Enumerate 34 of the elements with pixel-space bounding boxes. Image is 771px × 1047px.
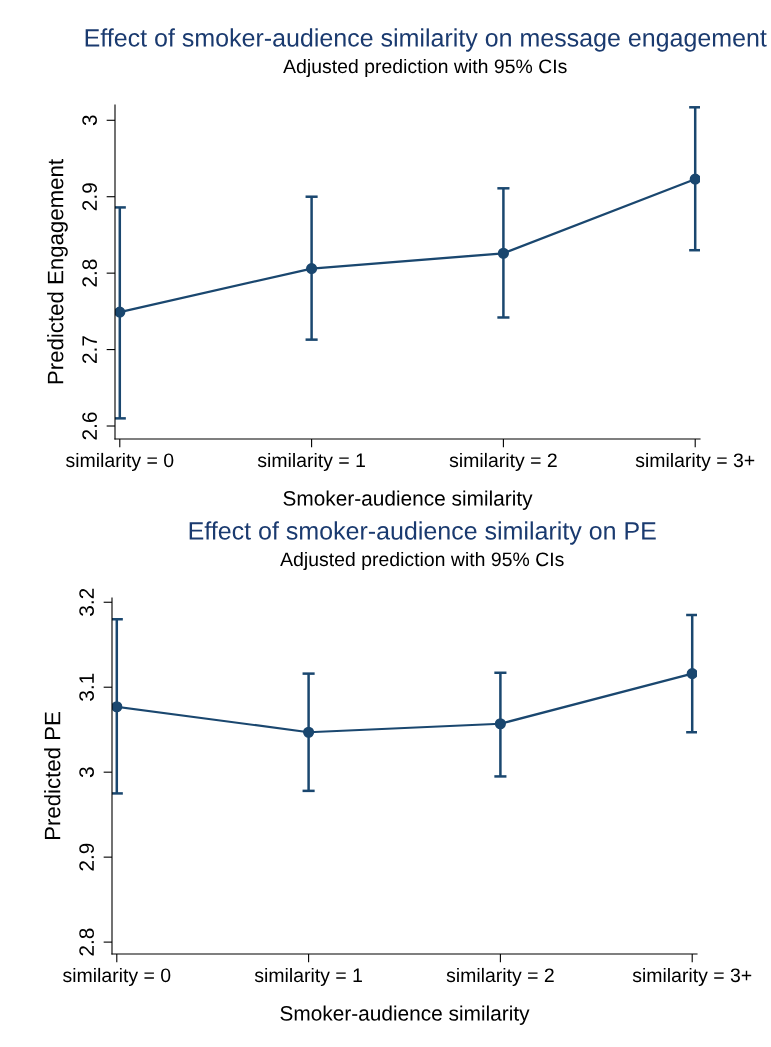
x-tick-label: similarity = 0 xyxy=(66,452,174,472)
point xyxy=(689,173,700,185)
point xyxy=(112,701,123,713)
y-tick-label: 2.8 xyxy=(79,928,94,956)
x-tick-label: similarity = 2 xyxy=(446,967,554,987)
y-tick-label: 2.8 xyxy=(82,259,97,287)
point xyxy=(115,306,126,318)
point xyxy=(303,726,315,738)
point xyxy=(497,247,509,259)
y-tick-label: 3 xyxy=(82,115,97,126)
point xyxy=(494,718,506,730)
point xyxy=(306,263,318,275)
x-tick-label: similarity = 1 xyxy=(254,967,362,987)
x-axis-title: Smoker-audience similarity xyxy=(283,490,533,510)
point xyxy=(686,668,697,680)
y-axis-title: Predicted Engagement xyxy=(47,159,68,384)
y-tick-label: 3.2 xyxy=(79,588,94,616)
chart-title: Effect of smoker-audience similarity on message engagement xyxy=(85,28,767,52)
y-tick-label: 2.6 xyxy=(82,412,97,440)
chart-subtitle: Adjusted prediction with 95% CIs xyxy=(280,551,564,571)
y-tick-label: 3.1 xyxy=(79,673,94,701)
x-tick-label: similarity = 3+ xyxy=(632,967,752,987)
x-tick-label: similarity = 0 xyxy=(63,967,171,987)
y-tick-label: 2.7 xyxy=(82,336,97,364)
x-tick-label: similarity = 3+ xyxy=(635,452,755,472)
x-tick-label: similarity = 2 xyxy=(449,452,557,472)
y-axis-title: Predicted PE xyxy=(44,712,61,840)
y-tick-label: 2.9 xyxy=(79,843,94,871)
chart-subtitle: Adjusted prediction with 95% CIs xyxy=(283,58,567,78)
x-axis-title: Smoker-audience similarity xyxy=(280,1005,530,1025)
chart-title: Effect of smoker-audience similarity on PE xyxy=(189,521,656,545)
y-tick-label: 3 xyxy=(79,767,94,778)
y-tick-label: 2.9 xyxy=(82,183,97,211)
x-tick-label: similarity = 1 xyxy=(257,452,365,472)
